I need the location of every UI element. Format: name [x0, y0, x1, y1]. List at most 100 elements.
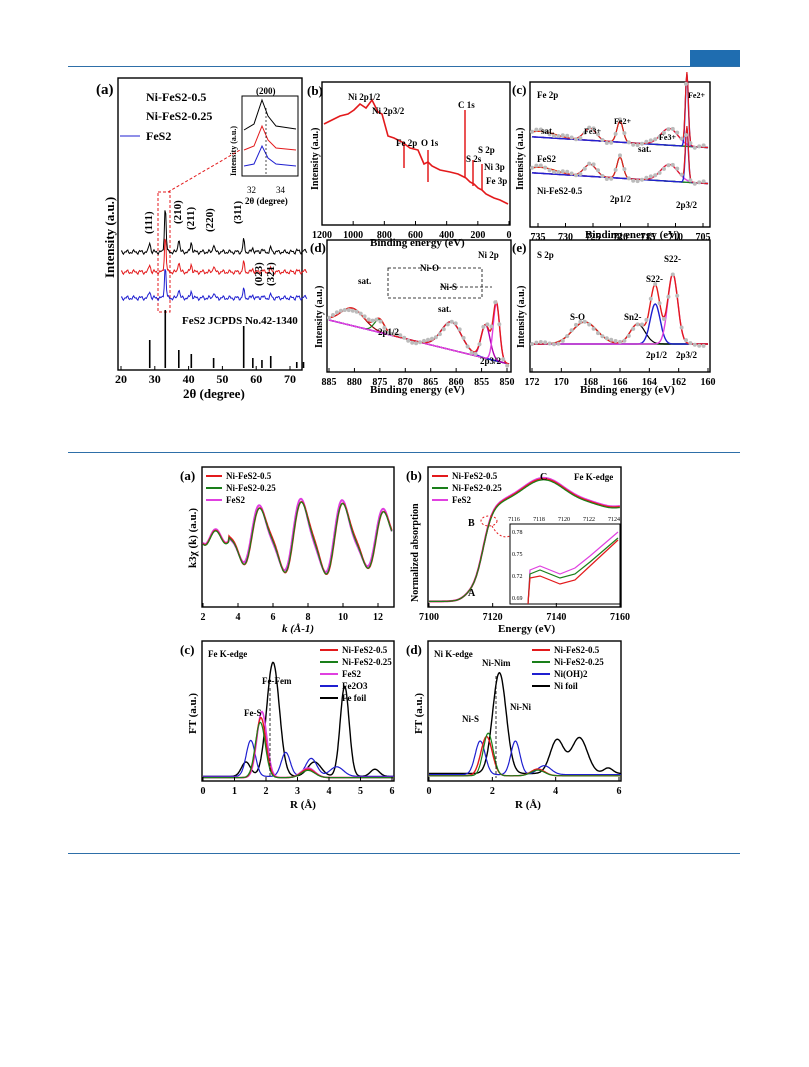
data-point: [402, 335, 407, 340]
x-axis-label: Binding energy (eV): [370, 237, 465, 249]
data-point: [613, 339, 618, 343]
series-line: [120, 269, 308, 302]
data-point: [596, 132, 600, 137]
data-point: [501, 357, 506, 362]
legend-entry: Ni-FeS2-0.5: [452, 471, 498, 481]
data-point: [426, 337, 430, 342]
data-points: [530, 272, 706, 348]
peak-label: Fe 3p: [486, 176, 507, 186]
data-points: [327, 300, 510, 368]
x-tick-label: 800: [377, 230, 392, 241]
data-point: [640, 322, 644, 327]
peak-label: Ni 2p1/2: [348, 92, 381, 102]
data-point: [692, 181, 697, 186]
inset-line: [527, 539, 619, 605]
data-point: [587, 161, 592, 166]
panel-label: (a): [96, 82, 114, 98]
data-point: [631, 178, 636, 183]
data-point: [635, 143, 640, 148]
data-point: [604, 177, 609, 181]
data-point: [644, 317, 649, 322]
data-point: [653, 173, 658, 178]
peak-label: (211): [185, 206, 197, 230]
peak-label: Ni-O: [420, 263, 439, 273]
legend-entry: Ni-FeS2-0.5: [226, 471, 272, 481]
x-tick-label: 4: [327, 786, 332, 797]
data-point: [366, 317, 371, 322]
data-point: [657, 170, 662, 175]
data-point: [578, 319, 583, 324]
data-point: [666, 163, 671, 168]
data-point: [485, 322, 490, 327]
x-tick-label: 70: [284, 372, 296, 386]
data-point: [538, 163, 543, 168]
data-point: [530, 129, 534, 134]
y-axis-label: Intensity (a.u.): [310, 127, 321, 190]
peak-label: S 2p: [478, 145, 495, 155]
data-point: [346, 308, 351, 313]
data-point: [582, 166, 587, 171]
inset-tick-label: 0.72: [512, 574, 523, 580]
x-tick-label: 7100: [419, 612, 439, 623]
peak-label: Fe-Fem: [262, 676, 292, 686]
peak-label: S22-: [646, 274, 663, 284]
data-point: [648, 138, 653, 143]
data-point: [543, 340, 548, 345]
peak-label: Ni-Ni: [510, 702, 531, 712]
data-point: [445, 322, 450, 327]
point-label: C: [540, 472, 547, 483]
inset-tick: 34: [276, 185, 286, 195]
data-point: [670, 162, 675, 167]
data-point: [631, 326, 636, 331]
data-point: [679, 136, 684, 141]
fit-component: [532, 272, 708, 345]
data-point: [640, 177, 644, 182]
legend-entry: Ni-FeS2-0.5: [554, 645, 600, 655]
section-rule-1: [68, 452, 740, 453]
data-point: [596, 331, 600, 336]
x-tick-label: 30: [149, 372, 161, 386]
x-tick-label: 50: [216, 372, 228, 386]
data-point: [433, 335, 438, 340]
data-point: [635, 179, 640, 184]
peak-label: Fe2+: [688, 91, 705, 100]
data-point: [675, 166, 680, 171]
x-axis-label: Binding energy (eV): [370, 384, 465, 396]
data-point: [370, 318, 375, 323]
panel-label: (c): [512, 82, 526, 97]
data-point: [631, 142, 636, 147]
data-point: [684, 338, 688, 343]
x-tick-label: 600: [408, 230, 423, 241]
peak-label: sat.: [541, 126, 554, 136]
jcpds-reference-sticks: [148, 310, 305, 368]
data-point: [394, 332, 399, 336]
peak-label: Sn2-: [624, 312, 642, 322]
data-point: [648, 174, 653, 179]
data-point: [662, 130, 666, 135]
data-point: [547, 341, 552, 346]
series-line: [429, 732, 621, 777]
data-point: [410, 340, 415, 345]
x-tick-label: 1200: [312, 230, 332, 241]
data-point: [670, 272, 675, 277]
series-line: [202, 501, 393, 575]
data-point: [644, 139, 649, 144]
x-tick-label: 5: [358, 786, 363, 797]
peak-label: S-O: [570, 312, 585, 322]
data-point: [473, 351, 478, 356]
data-point: [609, 140, 614, 145]
data-point: [457, 327, 462, 332]
data-point: [362, 314, 367, 319]
data-point: [613, 167, 618, 172]
data-point: [565, 133, 570, 138]
legend-entry: Ni-FeS2-0.5: [342, 645, 388, 655]
x-tick-label: 162: [671, 377, 686, 388]
data-point: [422, 338, 426, 343]
x-tick-label: 4: [553, 786, 558, 797]
inset-tick-label: 7124: [608, 517, 620, 523]
data-point: [679, 172, 684, 177]
data-point: [697, 343, 702, 348]
header-accent-block: [690, 50, 740, 66]
data-point: [481, 324, 486, 329]
envelope-line: [532, 272, 708, 345]
